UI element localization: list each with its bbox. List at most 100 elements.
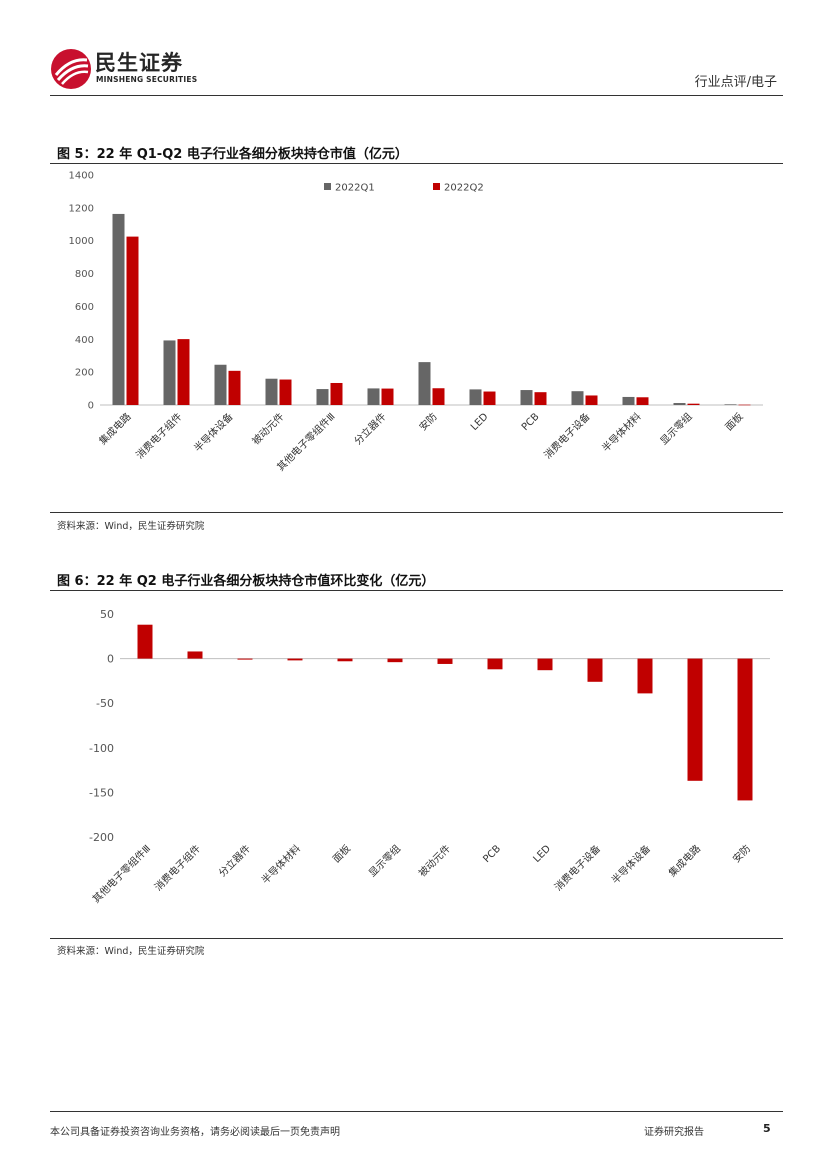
- x-tick-label: 集成电路: [96, 410, 133, 447]
- y-tick-label: 1000: [69, 236, 94, 247]
- x-tick-label: 安防: [730, 842, 753, 865]
- bar-2022q2-cat-1: [126, 236, 139, 405]
- bar-2022q2-cat-13: [738, 404, 751, 406]
- legend-swatch-2022q1: [324, 183, 331, 190]
- bar-change-cat-8: [487, 658, 503, 670]
- x-tick-label: 消费电子组件: [133, 410, 185, 462]
- y-tick-label: 0: [107, 653, 114, 666]
- minsheng-logo-icon: [51, 49, 91, 89]
- bar-2022q1-cat-12: [673, 403, 686, 405]
- bar-2022q1-cat-4: [265, 378, 278, 405]
- company-name-cn: 民生证券: [95, 51, 183, 75]
- figure-6-bottom-rule: [50, 938, 783, 939]
- x-tick-label: LED: [469, 411, 491, 433]
- bar-change-cat-4: [287, 658, 303, 661]
- legend-swatch-2022q2: [433, 183, 440, 190]
- x-tick-label: 安防: [416, 410, 439, 433]
- figure-6-source: 资料来源：Wind，民生证券研究院: [57, 946, 205, 957]
- y-tick-label: 400: [75, 335, 94, 346]
- legend-label-2022q2: 2022Q2: [444, 183, 484, 194]
- figure-5-source: 资料来源：Wind，民生证券研究院: [57, 521, 205, 532]
- bar-2022q1-cat-2: [163, 340, 176, 405]
- bar-2022q1-cat-5: [316, 389, 329, 405]
- bar-2022q1-cat-13: [724, 404, 737, 405]
- bar-2022q1-cat-6: [367, 388, 380, 405]
- footer-report-type: 证券研究报告: [644, 1127, 704, 1138]
- y-tick-label: -150: [89, 786, 114, 799]
- x-tick-label: 显示零组: [657, 410, 694, 447]
- bar-2022q1-cat-1: [112, 213, 125, 405]
- bar-2022q1-cat-8: [469, 389, 482, 405]
- page-number: 5: [763, 1122, 771, 1135]
- x-tick-label: 消费电子组件: [152, 842, 204, 894]
- figure-5-title: 图 5：22 年 Q1-Q2 电子行业各细分板块持仓市值（亿元）: [57, 147, 408, 162]
- x-tick-label: 分立器件: [216, 842, 253, 879]
- header-divider: [50, 95, 783, 96]
- bar-2022q2-cat-5: [330, 382, 343, 405]
- bar-2022q1-cat-7: [418, 362, 431, 405]
- footer-disclaimer: 本公司具备证券投资咨询业务资格，请务必阅读最后一页免责声明: [50, 1127, 340, 1138]
- x-tick-label: 被动元件: [416, 842, 453, 879]
- figure-5-bar-chart: 0 200 400 600 800 1000 1200 1400 集成电路 消费电子组件 半导体设备…: [69, 171, 763, 474]
- y-tick-label: -100: [89, 742, 114, 755]
- y-tick-label: -200: [89, 831, 114, 844]
- x-tick-label: 被动元件: [249, 410, 286, 447]
- bar-2022q1-cat-9: [520, 390, 533, 405]
- bar-2022q2-cat-10: [585, 395, 598, 405]
- bar-2022q2-cat-7: [432, 388, 445, 405]
- y-tick-label: 50: [100, 608, 114, 621]
- x-tick-label: PCB: [520, 411, 542, 433]
- x-tick-label: LED: [531, 843, 553, 865]
- x-tick-label: 半导体设备: [609, 842, 654, 887]
- figure-5-bottom-rule: [50, 512, 783, 513]
- figure-5-top-rule: [50, 163, 783, 164]
- bar-change-cat-9: [537, 658, 553, 671]
- footer-divider: [50, 1111, 783, 1112]
- report-category: 行业点评/电子: [694, 75, 777, 90]
- x-tick-label: 其他电子零组件Ⅲ: [90, 842, 154, 906]
- bar-change-cat-1: [137, 624, 153, 659]
- bar-2022q2-cat-9: [534, 392, 547, 405]
- bar-change-cat-5: [337, 658, 353, 662]
- x-tick-label: 面板: [722, 410, 745, 433]
- x-tick-label: 显示零组: [366, 842, 403, 879]
- bar-2022q1-cat-3: [214, 364, 227, 405]
- x-tick-label: 面板: [330, 842, 353, 865]
- x-tick-label: 集成电路: [666, 842, 703, 879]
- bar-2022q2-cat-4: [279, 379, 292, 405]
- bar-change-cat-2: [187, 651, 203, 659]
- bar-change-cat-12: [687, 658, 703, 781]
- bar-2022q2-cat-3: [228, 370, 241, 405]
- y-tick-label: 1200: [69, 203, 94, 214]
- bar-change-cat-10: [587, 658, 603, 682]
- x-tick-label: 消费电子设备: [552, 842, 604, 894]
- x-tick-label: 消费电子设备: [541, 410, 593, 462]
- y-tick-label: 600: [75, 302, 94, 313]
- x-tick-label: 半导体材料: [599, 410, 644, 455]
- x-tick-label: 半导体材料: [259, 842, 304, 887]
- bar-2022q1-cat-10: [571, 391, 584, 405]
- bar-2022q2-cat-12: [687, 403, 700, 405]
- bar-2022q1-cat-11: [622, 396, 635, 405]
- bar-2022q2-cat-6: [381, 388, 394, 405]
- figure-6-title: 图 6：22 年 Q2 电子行业各细分板块持仓市值环比变化（亿元）: [57, 574, 435, 589]
- legend-label-2022q1: 2022Q1: [335, 183, 375, 194]
- y-tick-label: 0: [88, 401, 94, 412]
- x-tick-label: PCB: [481, 843, 503, 865]
- y-tick-label: -50: [96, 697, 114, 710]
- bar-2022q2-cat-11: [636, 397, 649, 405]
- x-tick-label: 半导体设备: [191, 410, 236, 455]
- y-tick-label: 200: [75, 368, 94, 379]
- y-tick-label: 800: [75, 269, 94, 280]
- bar-change-cat-7: [437, 658, 453, 664]
- figure-6-top-rule: [50, 590, 783, 591]
- bar-2022q2-cat-8: [483, 391, 496, 405]
- company-name-en: MINSHENG SECURITIES: [96, 75, 198, 84]
- y-tick-label: 1400: [69, 171, 94, 182]
- x-tick-label: 分立器件: [351, 410, 388, 447]
- bar-change-cat-6: [387, 658, 403, 663]
- bar-change-cat-3: [237, 658, 253, 660]
- bar-change-cat-11: [637, 658, 653, 694]
- bar-change-cat-13: [737, 658, 753, 801]
